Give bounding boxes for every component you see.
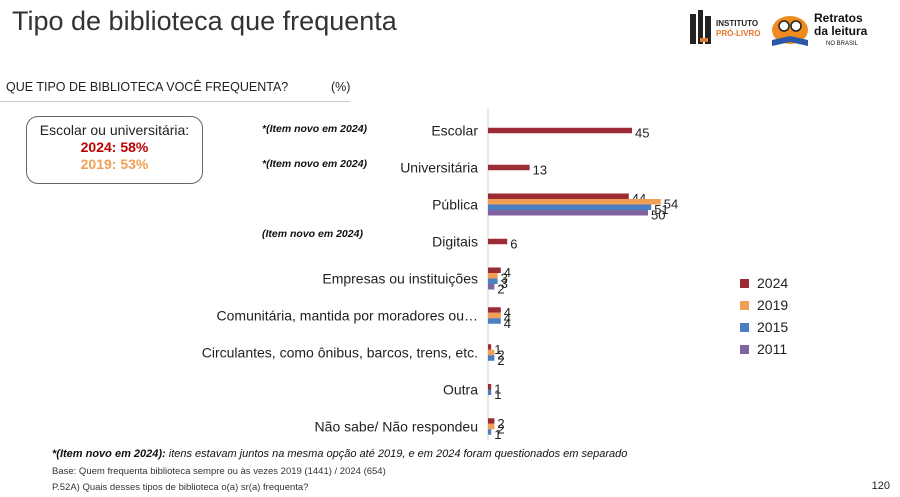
logo-group: INSTITUTO PRÓ-LIVRO Retratos da leitura … <box>690 10 868 47</box>
bar-2015 <box>488 318 501 324</box>
bar-2019 <box>488 273 498 279</box>
category-label: Universitária <box>400 160 478 176</box>
bar-2019 <box>488 199 661 205</box>
data-label-2024: 1 <box>494 342 501 357</box>
data-label-2019: 2 <box>497 347 504 362</box>
category-label: Comunitária, mantida por moradores ou… <box>217 308 478 324</box>
category-label: Escolar <box>431 123 478 139</box>
data-label-2024: 13 <box>533 162 547 177</box>
logos: INSTITUTO PRÓ-LIVRO Retratos da leitura … <box>686 2 886 60</box>
heading-divider <box>0 101 350 102</box>
data-label-2015: 51 <box>654 202 668 217</box>
data-label-2024: 4 <box>504 265 511 280</box>
bar-2024 <box>488 344 492 350</box>
bar-2011 <box>488 284 495 290</box>
legend-label-2011: 2011 <box>757 341 788 357</box>
callout-title: Escolar ou universitária: <box>39 122 190 138</box>
books-logo-icon <box>690 10 711 44</box>
data-label-2011: 2 <box>497 282 504 297</box>
logo-right-line3: NO BRASIL <box>826 41 859 47</box>
legend-swatch-2011 <box>740 344 749 354</box>
data-label-2015: 4 <box>504 316 511 331</box>
footnote-bold: *(Item novo em 2024): <box>52 448 166 460</box>
bar-2024 <box>488 238 508 245</box>
data-label-2011: 50 <box>651 208 665 223</box>
unit-label: (%) <box>331 80 351 94</box>
data-label-2024: 45 <box>635 125 649 140</box>
legend-swatch-2024 <box>740 278 749 288</box>
data-label-2015: 1 <box>494 427 501 440</box>
bar-2019 <box>488 312 501 319</box>
new-item-note-digitais: (Item novo em 2024) <box>262 228 363 240</box>
data-label-2015: 1 <box>494 387 501 402</box>
bar-2024 <box>488 384 492 390</box>
legend-item-2015: 2015 <box>740 316 788 338</box>
bar-2015 <box>488 429 492 435</box>
callout-2019: 2019: 53% <box>80 156 149 172</box>
reading-owl-logo-icon <box>772 16 808 46</box>
category-label: Circulantes, como ônibus, barcos, trens,… <box>202 345 478 361</box>
data-label-2024: 6 <box>510 236 517 251</box>
bar-2024 <box>488 307 501 313</box>
logo-right-line2: da leitura <box>814 24 868 38</box>
category-label: Pública <box>432 197 478 213</box>
data-label-2015: 3 <box>501 276 508 291</box>
logo-left-line2: PRÓ-LIVRO <box>716 29 760 38</box>
legend-label-2015: 2015 <box>757 319 789 335</box>
bar-2024 <box>488 127 632 134</box>
data-label-2015: 2 <box>497 353 504 368</box>
category-label: Digitais <box>432 234 478 250</box>
category-label: Empresas ou instituições <box>322 271 478 287</box>
chart-legend: 2024 2019 2015 2011 <box>740 272 788 360</box>
bar-2015 <box>488 278 498 284</box>
bar-2015 <box>488 355 495 361</box>
logo-right-line1: Retratos <box>814 11 863 25</box>
base-note: Base: Quem frequenta biblioteca sempre o… <box>52 466 386 477</box>
legend-item-2019: 2019 <box>740 294 788 316</box>
question-heading: QUE TIPO DE BIBLIOTECA VOCÊ FREQUENTA? <box>6 80 289 94</box>
data-label-2024: 1 <box>494 382 501 397</box>
summary-callout: Escolar ou universitária: 2024: 58% 2019… <box>26 116 203 184</box>
data-label-2024: 4 <box>504 305 511 320</box>
data-label-2019: 4 <box>504 310 511 325</box>
data-label-2024: 2 <box>497 416 504 431</box>
legend-swatch-2015 <box>740 322 749 332</box>
data-label-2019: 3 <box>501 271 508 286</box>
data-label-2019: 2 <box>497 421 504 436</box>
new-item-note-universitaria: *(Item novo em 2024) <box>262 158 368 170</box>
bar-2015 <box>488 204 652 210</box>
bar-2019 <box>488 349 495 356</box>
new-item-note-escolar: *(Item novo em 2024) <box>262 123 368 135</box>
callout-2024: 2024: 58% <box>80 139 149 155</box>
legend-swatch-2019 <box>740 300 749 310</box>
data-label-2019: 54 <box>664 197 678 212</box>
bar-2024 <box>488 164 530 171</box>
bar-2015 <box>488 389 492 395</box>
category-label: Outra <box>443 382 478 398</box>
legend-label-2024: 2024 <box>757 275 789 291</box>
bar-2024 <box>488 418 495 424</box>
logo-left-line1: INSTITUTO <box>716 19 758 28</box>
bar-2024 <box>488 193 629 199</box>
bar-2019 <box>488 423 495 430</box>
legend-label-2019: 2019 <box>757 297 789 313</box>
page-number: 120 <box>871 480 890 492</box>
footnote: *(Item novo em 2024): itens estavam junt… <box>52 448 627 460</box>
footnote-text: itens estavam juntos na mesma opção até … <box>165 448 628 460</box>
legend-item-2011: 2011 <box>740 338 788 360</box>
question-reference: P.52A) Quais desses tipos de biblioteca … <box>52 482 309 493</box>
page-title: Tipo de biblioteca que frequenta <box>12 6 397 36</box>
bar-2024 <box>488 267 501 273</box>
category-label: Não sabe/ Não respondeu <box>315 419 478 435</box>
bar-2011 <box>488 210 648 216</box>
legend-item-2024: 2024 <box>740 272 788 294</box>
